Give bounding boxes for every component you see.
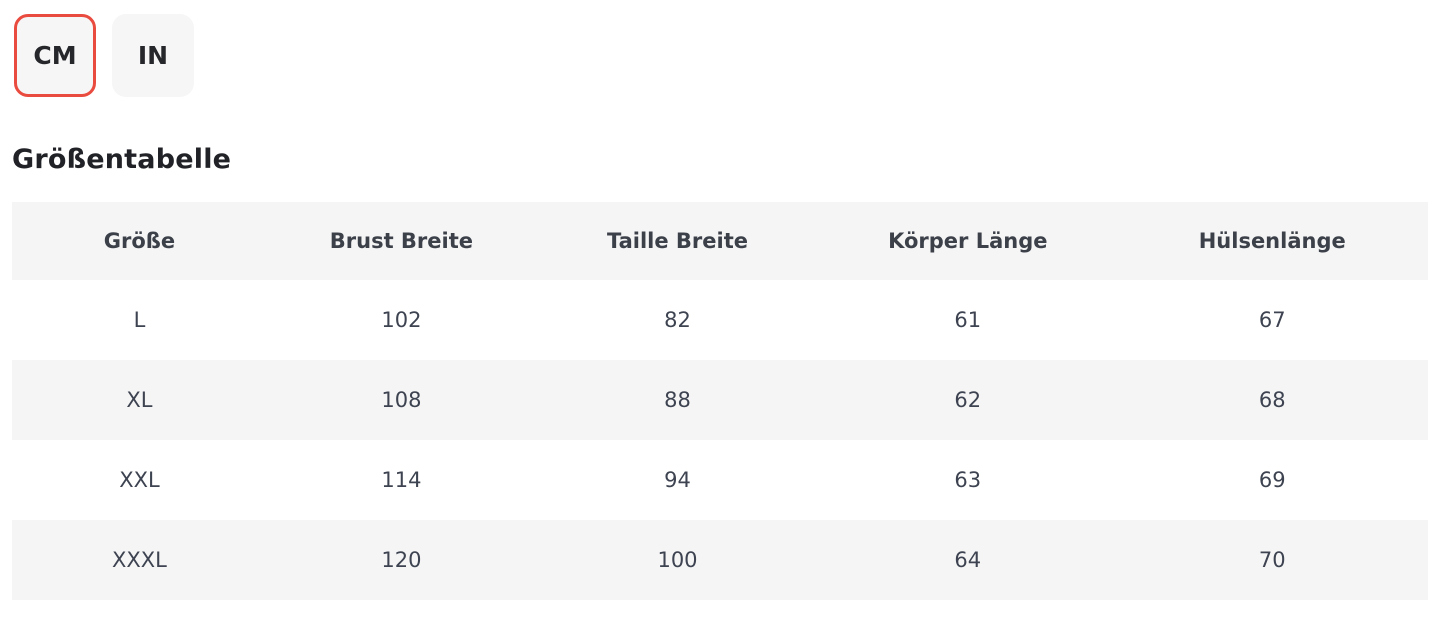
table-row-xl: XL 108 88 62 68 (12, 360, 1428, 440)
cell-value: 94 (664, 468, 691, 492)
unit-in-button[interactable]: IN (112, 14, 194, 97)
cell-value: 108 (381, 388, 422, 412)
cell-value: 102 (381, 308, 422, 332)
cell-size: XXXL (112, 548, 167, 572)
col-header-groesse: Größe (12, 202, 267, 280)
size-table: Größe Brust Breite Taille Breite Körper … (12, 202, 1428, 600)
table-row-l: L 102 82 61 67 (12, 280, 1428, 360)
cell-size: L (133, 308, 146, 332)
cell-value: 100 (657, 548, 698, 572)
cell-value: 67 (1258, 308, 1286, 332)
cell-value: 88 (664, 388, 691, 412)
cell-value: 63 (954, 468, 982, 492)
size-chart-title: Größentabelle (12, 144, 232, 175)
cell-value: 61 (954, 308, 982, 332)
col-header-huelsenlaenge: Hülsenlänge (1116, 202, 1428, 280)
table-row-xxl: XXL 114 94 63 69 (12, 440, 1428, 520)
col-header-taille-breite: Taille Breite (535, 202, 820, 280)
cell-size: XL (126, 388, 153, 412)
cell-value: 114 (381, 468, 422, 492)
cell-value: 64 (954, 548, 982, 572)
cell-value: 120 (381, 548, 422, 572)
unit-toggle: CM IN (14, 14, 1428, 97)
table-row-xxxl: XXXL 120 100 64 70 (12, 520, 1428, 600)
table-header-row: Größe Brust Breite Taille Breite Körper … (12, 202, 1428, 280)
cell-value: 70 (1258, 548, 1286, 572)
cell-size: XXL (119, 468, 160, 492)
unit-cm-button[interactable]: CM (14, 14, 96, 97)
col-header-brust-breite: Brust Breite (266, 202, 536, 280)
cell-value: 69 (1258, 468, 1286, 492)
cell-value: 68 (1258, 388, 1286, 412)
cell-value: 62 (954, 388, 982, 412)
col-header-koerper-laenge: Körper Länge (819, 202, 1117, 280)
cell-value: 82 (664, 308, 691, 332)
